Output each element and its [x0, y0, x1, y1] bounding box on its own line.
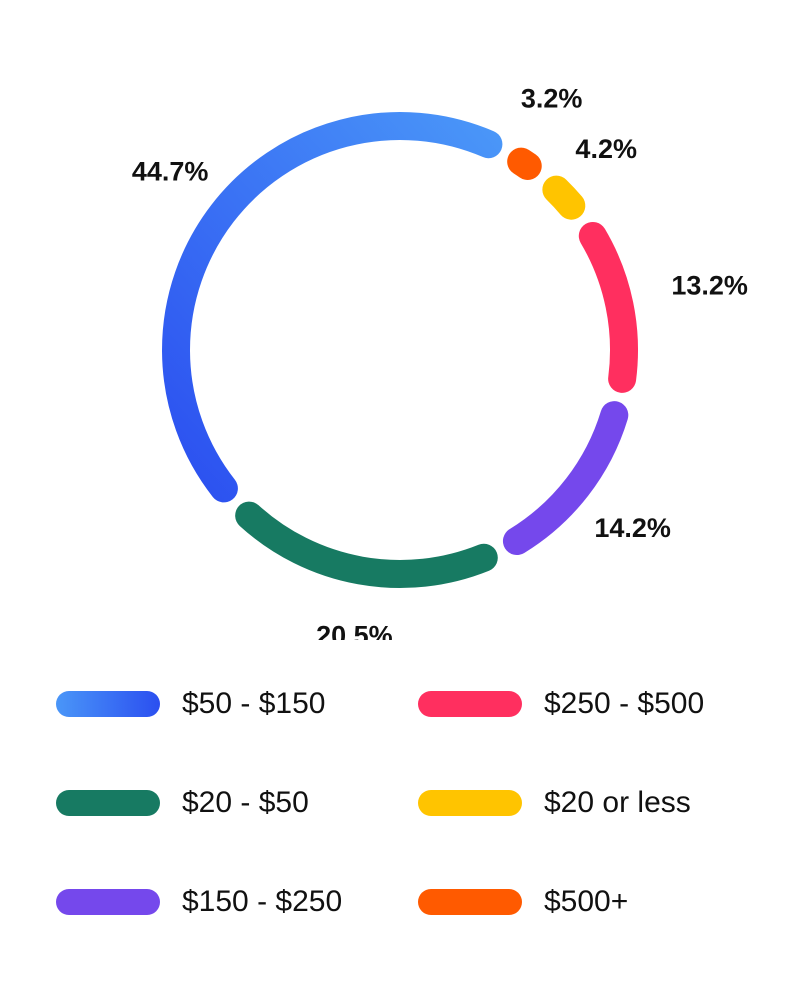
legend-swatch: [56, 691, 160, 717]
legend-item-500-plus: $500+: [418, 882, 776, 922]
legend-label: $250 - $500: [544, 687, 705, 720]
slice-500: [507, 147, 542, 180]
data-label: 14.2%: [594, 513, 671, 543]
data-label: 20.5%: [316, 621, 393, 640]
legend-label: $150 - $250: [182, 885, 343, 918]
data-label: 44.7%: [132, 156, 209, 186]
legend-swatch: [418, 889, 522, 915]
legend-swatch: [56, 790, 160, 816]
legend-label: $500+: [544, 885, 629, 918]
slice-250-500: [578, 221, 638, 393]
donut-chart: 3.2% 4.2% 13.2% 14.2% 20.5% 44.7%: [132, 83, 748, 640]
slice-50-150: [162, 112, 503, 503]
data-label: 13.2%: [671, 270, 748, 300]
legend-item-50-150: $50 - $150: [56, 684, 418, 724]
slice-20-50: [235, 501, 498, 588]
legend-label: $50 - $150: [182, 687, 326, 720]
data-label: 3.2%: [521, 83, 583, 113]
data-label: 4.2%: [575, 134, 637, 164]
legend-item-20-or-less: $20 or less: [418, 783, 776, 823]
legend-item-20-50: $20 - $50: [56, 783, 418, 823]
slice-20-or-less: [542, 175, 586, 220]
legend-swatch: [418, 691, 522, 717]
legend-label: $20 - $50: [182, 786, 309, 819]
legend-item-150-250: $150 - $250: [56, 882, 418, 922]
chart-legend: $50 - $150 $250 - $500 $20 - $50 $20 or …: [56, 684, 776, 922]
legend-swatch: [418, 790, 522, 816]
legend-label: $20 or less: [544, 786, 691, 819]
legend-item-250-500: $250 - $500: [418, 684, 776, 724]
slice-150-250: [502, 401, 629, 556]
legend-swatch: [56, 889, 160, 915]
